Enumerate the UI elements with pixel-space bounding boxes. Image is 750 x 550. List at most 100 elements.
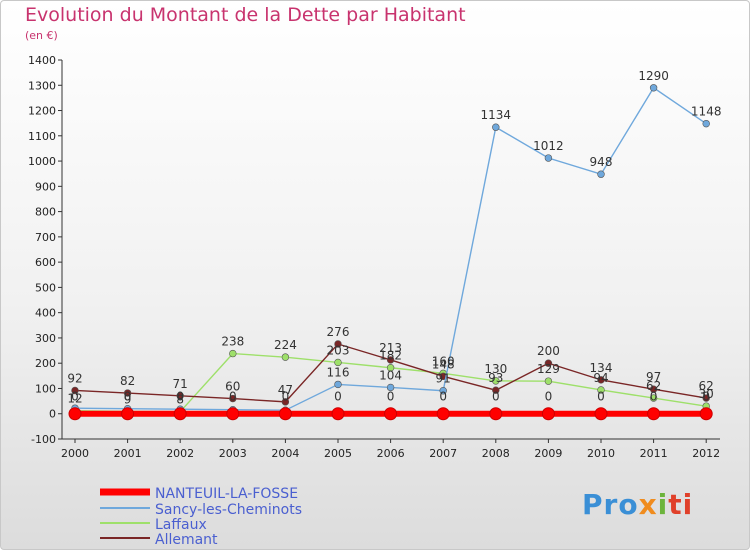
legend-label: Laffaux [155, 517, 207, 533]
data-label: 0 [124, 390, 132, 404]
series-point [594, 407, 608, 421]
logo-part: ti [668, 488, 694, 521]
data-label: 148 [432, 357, 455, 371]
data-label: 8 [176, 393, 184, 407]
data-label: 104 [379, 368, 402, 382]
data-label: 130 [484, 362, 507, 376]
series-point [278, 407, 292, 421]
data-label: 47 [278, 383, 293, 397]
x-tick-label: 2004 [271, 447, 299, 460]
data-label: 1012 [533, 139, 564, 153]
legend-label: Allemant [155, 532, 218, 548]
series-point [71, 386, 79, 395]
x-tick-label: 2011 [640, 447, 668, 460]
series-point [386, 364, 395, 372]
x-tick-label: 2002 [166, 447, 194, 460]
series-point [489, 407, 503, 421]
data-label: 0 [492, 390, 500, 404]
series-point [492, 377, 500, 385]
y-tick-label: 800 [35, 206, 56, 219]
chart-title: Evolution du Montant de la Dette par Hab… [25, 4, 466, 26]
series-point [334, 358, 342, 367]
series-point [281, 398, 290, 406]
series-point [702, 119, 710, 128]
series-point [386, 383, 395, 392]
data-label: 0 [650, 390, 658, 404]
x-tick-label: 2008 [482, 447, 510, 460]
y-tick-label: 1200 [28, 105, 56, 118]
data-label: 0 [229, 390, 237, 404]
data-label: 213 [379, 341, 402, 355]
y-tick-label: 200 [35, 357, 56, 370]
x-tick-label: 2003 [219, 447, 247, 460]
data-label: 0 [282, 390, 290, 404]
series-lines [68, 84, 713, 421]
data-label: 160 [432, 354, 455, 368]
series-point [68, 407, 82, 421]
y-tick-label: 1400 [28, 54, 56, 67]
series-point [331, 407, 345, 421]
data-label: 0 [71, 390, 79, 404]
data-label: 182 [379, 349, 402, 363]
series-point [436, 407, 450, 421]
logo-part: i [657, 488, 669, 521]
data-label: 0 [545, 390, 553, 404]
series-point [541, 407, 555, 421]
y-tick-label: 1100 [28, 130, 56, 143]
y-tick-label: -100 [31, 433, 56, 446]
series-point [544, 154, 553, 162]
x-tick-label: 2012 [692, 447, 720, 460]
data-label: 129 [537, 362, 560, 376]
data-label: 276 [327, 325, 350, 339]
series-point [699, 407, 713, 421]
data-label: 91 [436, 372, 451, 386]
series-point [334, 380, 342, 389]
legend-label: Sancy-les-Cheminots [155, 502, 302, 518]
chart-subtitle: (en €) [25, 29, 58, 42]
series-point [597, 386, 605, 394]
series-point [439, 387, 447, 395]
data-label: 97 [646, 370, 661, 384]
legend: NANTEUIL-LA-FOSSESancy-les-CheminotsLaff… [100, 486, 302, 548]
x-tick-label: 2009 [534, 447, 562, 460]
data-label: 0 [597, 390, 605, 404]
series-point [386, 356, 395, 364]
series-point [384, 407, 398, 421]
y-tick-label: 600 [35, 256, 56, 269]
y-tick-label: 400 [35, 307, 56, 320]
x-tick-label: 2010 [587, 447, 615, 460]
proxiti-logo: Proxiti [582, 488, 693, 521]
series-point [121, 407, 135, 421]
series-point [334, 340, 342, 348]
data-label: 238 [221, 335, 244, 349]
data-label: 9 [124, 392, 132, 406]
data-label: 30 [699, 387, 714, 401]
y-tick-label: 700 [35, 231, 56, 244]
series-point [492, 123, 500, 131]
series-point [544, 377, 553, 385]
x-tick-label: 2001 [114, 447, 142, 460]
series-point [226, 407, 240, 421]
data-label: 948 [590, 155, 613, 169]
data-label: 0 [334, 390, 342, 404]
data-label: 1148 [691, 105, 722, 119]
data-label: 1290 [638, 69, 669, 83]
x-tick-label: 2005 [324, 447, 352, 460]
data-label: 0 [176, 390, 184, 404]
series-point [544, 359, 553, 367]
y-tick-label: 300 [35, 332, 56, 345]
data-label: 203 [327, 343, 350, 357]
series-point [229, 349, 237, 358]
data-label: 94 [593, 371, 608, 385]
data-label: 12 [67, 392, 82, 406]
data-label: 1134 [481, 108, 512, 122]
data-label: 62 [699, 379, 714, 393]
x-tick-label: 2000 [61, 447, 89, 460]
y-tick-label: 0 [49, 408, 56, 421]
data-label: 0 [702, 390, 710, 404]
y-tick-label: 900 [35, 180, 56, 193]
x-tick-label: 2006 [377, 447, 405, 460]
